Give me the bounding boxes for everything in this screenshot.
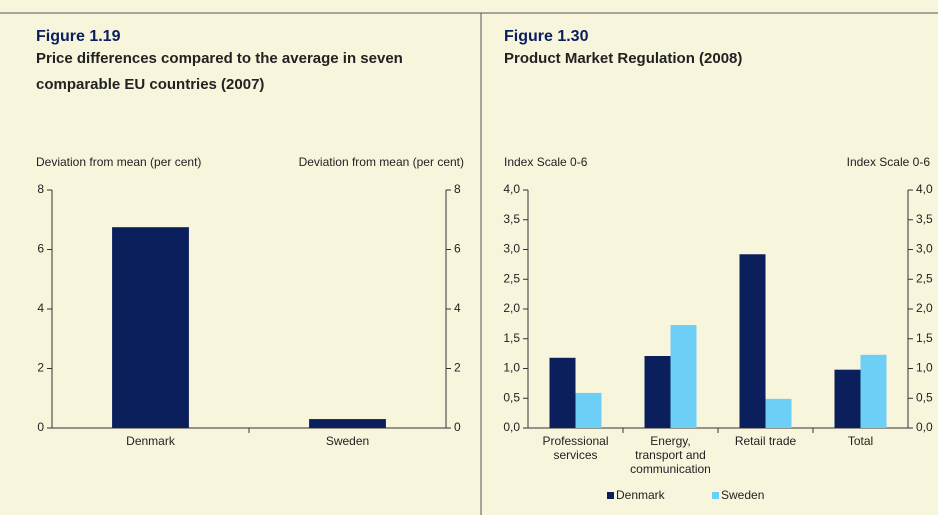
y-tick-label: 2,5 <box>503 271 520 285</box>
y2-axis-label: Index Scale 0-6 <box>847 155 931 169</box>
y2-tick-label: 3,5 <box>916 212 933 226</box>
bar <box>765 398 792 428</box>
y2-tick-label: 0,0 <box>916 420 933 434</box>
y-tick-label: 6 <box>37 242 44 256</box>
y-tick-label: 4 <box>37 301 44 315</box>
x-tick-label: Energy, transport and communication <box>630 434 711 476</box>
y2-tick-label: 0 <box>454 420 461 434</box>
y2-tick-label: 1,5 <box>916 331 933 345</box>
y-axis-label: Deviation from mean (per cent) <box>36 155 201 169</box>
y2-tick-label: 2 <box>454 361 461 375</box>
y-tick-label: 4,0 <box>503 182 520 196</box>
bar <box>860 354 887 428</box>
y2-tick-label: 1,0 <box>916 361 933 375</box>
bar <box>644 356 671 428</box>
y2-tick-label: 3,0 <box>916 242 933 256</box>
y2-tick-label: 4,0 <box>916 182 933 196</box>
y-tick-label: 3,5 <box>503 212 520 226</box>
x-tick-label: Denmark <box>126 434 175 448</box>
legend-swatch <box>607 492 614 499</box>
legend-label: Sweden <box>721 488 764 502</box>
y2-tick-label: 8 <box>454 182 461 196</box>
x-tick-label: Retail trade <box>734 434 797 448</box>
y2-tick-label: 2,0 <box>916 301 933 315</box>
y-tick-label: 0,0 <box>503 420 520 434</box>
y-axis-label: Index Scale 0-6 <box>504 155 588 169</box>
figure-title: Figure 1.19 <box>36 28 121 45</box>
bar <box>575 392 602 428</box>
figure-subtitle: Product Market Regulation (2008) <box>504 50 743 67</box>
x-tick-label: Sweden <box>325 434 370 448</box>
y-tick-label: 8 <box>37 182 44 196</box>
bar <box>549 357 576 428</box>
y-tick-label: 1,5 <box>503 331 520 345</box>
x-tick-label: Total <box>847 434 874 448</box>
y-tick-label: 0 <box>37 420 44 434</box>
y2-tick-label: 6 <box>454 242 461 256</box>
legend-label: Denmark <box>616 488 666 502</box>
figure-title: Figure 1.30 <box>504 28 589 45</box>
bar <box>834 369 861 428</box>
legend-swatch <box>712 492 719 499</box>
figure-subtitle: Price differences compared to the averag… <box>36 50 403 93</box>
y-tick-label: 0,5 <box>503 390 520 404</box>
bar <box>739 254 766 428</box>
y-tick-label: 2 <box>37 361 44 375</box>
y-tick-label: 3,0 <box>503 242 520 256</box>
y2-tick-label: 0,5 <box>916 390 933 404</box>
bar <box>112 227 189 428</box>
y2-tick-label: 2,5 <box>916 271 933 285</box>
y2-tick-label: 4 <box>454 301 461 315</box>
y2-axis-label: Deviation from mean (per cent) <box>299 155 464 169</box>
bar <box>309 419 386 428</box>
y-tick-label: 1,0 <box>503 361 520 375</box>
y-tick-label: 2,0 <box>503 301 520 315</box>
x-tick-label: Professional services <box>542 434 609 462</box>
bar <box>670 325 697 428</box>
